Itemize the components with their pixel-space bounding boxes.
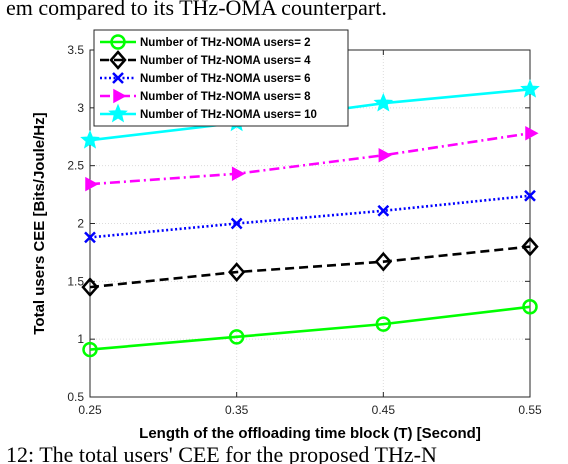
series-3 [85,126,539,192]
data-point [524,189,536,202]
legend-marker [113,88,127,104]
data-point [228,329,245,345]
series-1 [81,236,539,298]
x-tick-label: 0.45 [372,403,396,417]
data-point [81,277,99,298]
y-tick-label: 1.5 [67,274,84,288]
data-point [80,129,100,149]
y-axis-label: Total users CEE [Bits/Joule/Hz] [31,112,48,334]
y-tick-label: 1 [77,332,84,346]
legend-label: Number of THz-NOMA users= 10 [140,109,317,121]
data-point [230,217,243,230]
x-tick-label: 0.25 [78,403,102,417]
y-tick-label: 2 [77,217,84,231]
data-point [522,299,538,315]
data-point [377,204,390,217]
legend-box [93,29,349,127]
legend-entry: Number of THz-NOMA users= 8 [100,88,311,104]
legend-label: Number of THz-NOMA users= 6 [140,73,311,85]
legend-entry: Number of THz-NOMA users= 10 [100,103,317,123]
data-point [85,176,99,192]
axis-ticks: 0.5 1 1.5 2 2.5 3 3.5 0.25 0.35 0.45 0.55 [67,43,542,417]
legend-marker [108,103,128,123]
legend-entry: Number of THz-NOMA users= 2 [100,34,311,50]
series-2 [84,189,536,244]
series-layer [80,79,540,358]
x-axis-label: Length of the offloading time block (T) … [139,425,481,442]
x-tick-label: 0.35 [225,403,249,417]
y-tick-label: 0.5 [67,390,84,404]
series-line [89,131,531,186]
series-line [89,194,531,239]
legend-marker [110,34,126,50]
data-point [82,341,98,358]
legend-marker [112,72,124,84]
y-tick-label: 3 [77,101,84,115]
data-point [84,231,96,244]
data-point [373,92,394,112]
legend-entry: Number of THz-NOMA users= 4 [100,50,311,70]
data-point [231,166,246,182]
y-tick-label: 3.5 [67,43,84,57]
x-tick-label: 0.55 [518,403,542,417]
series-line [89,245,531,289]
data-point [228,262,246,282]
y-tick-label: 2.5 [67,159,84,173]
legend-label: Number of THz-NOMA users= 4 [140,55,311,67]
data-point [525,126,539,141]
data-point [521,236,539,257]
legend: Number of THz-NOMA users= 2 Number of THz… [93,29,349,127]
data-point [520,79,540,98]
series-line [89,305,531,351]
caption-top: em compared to its THz-OMA counterpart. [6,0,387,20]
caption-bottom: 12: The total users' CEE for the propose… [6,442,437,464]
legend-label: Number of THz-NOMA users= 2 [140,37,311,49]
series-0 [82,299,538,358]
legend-label: Number of THz-NOMA users= 8 [140,91,311,103]
legend-marker [109,50,127,70]
data-point [375,316,392,332]
data-point [378,147,392,163]
data-point [374,251,392,272]
legend-entry: Number of THz-NOMA users= 6 [100,72,311,85]
